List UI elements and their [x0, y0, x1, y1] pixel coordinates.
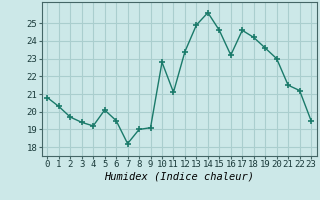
X-axis label: Humidex (Indice chaleur): Humidex (Indice chaleur)	[104, 172, 254, 182]
